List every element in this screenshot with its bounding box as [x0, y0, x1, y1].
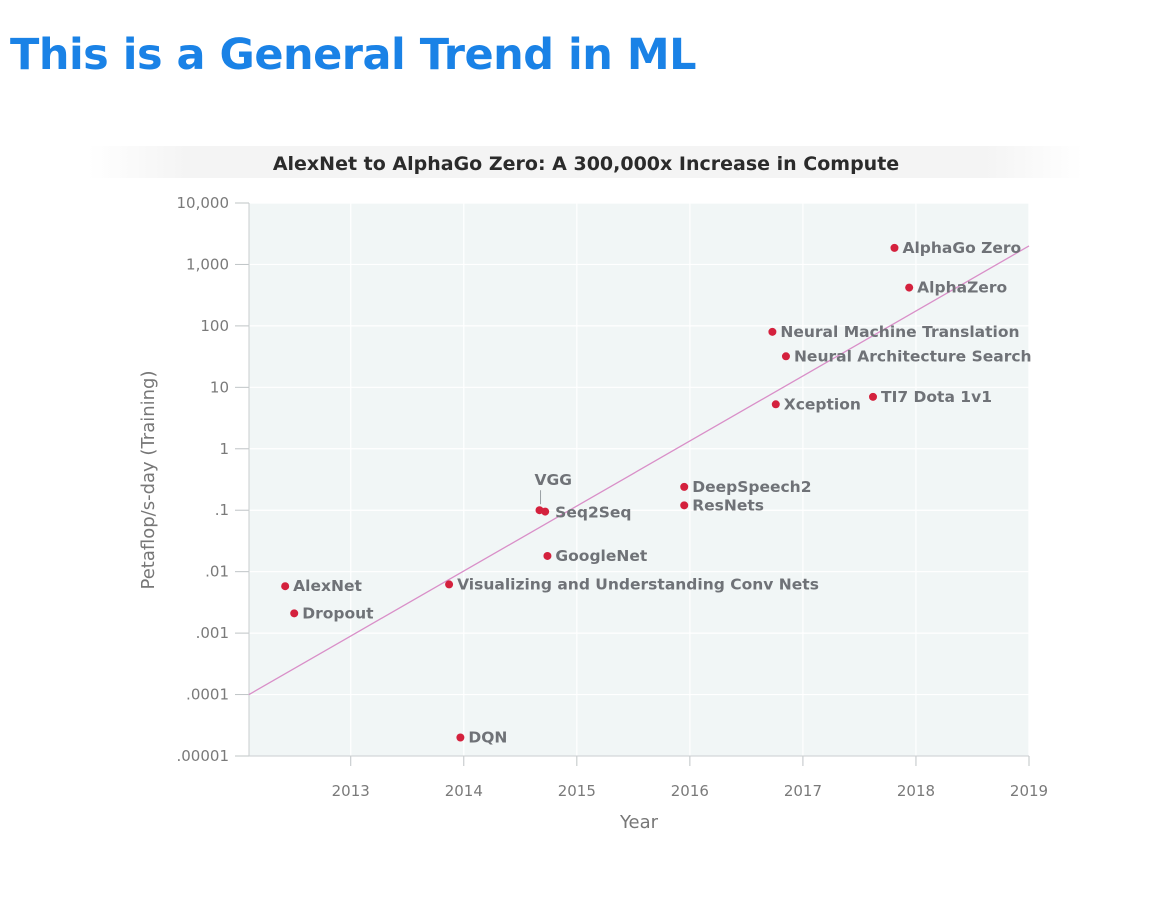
- chart-title: AlexNet to AlphaGo Zero: A 300,000x Incr…: [273, 153, 899, 175]
- x-tick-label: 2017: [784, 782, 822, 800]
- point-label: Seq2Seq: [555, 504, 631, 522]
- data-points: AlexNet Dropout DQN Visualizing and Underst…: [281, 239, 1032, 747]
- point-label: AlphaGo Zero: [902, 239, 1021, 257]
- point-label: Xception: [784, 395, 861, 413]
- data-point: [771, 400, 780, 409]
- data-point: [890, 243, 899, 252]
- data-point: [541, 507, 550, 516]
- y-tick-label: .001: [196, 624, 229, 642]
- y-tick-label: 100: [200, 317, 229, 335]
- y-tick-label: 10: [210, 378, 229, 396]
- plot-area: [249, 203, 1029, 756]
- data-point: [281, 582, 290, 591]
- point-label: Neural Machine Translation: [780, 323, 1019, 341]
- y-tick-label: .1: [215, 501, 229, 519]
- data-point: [290, 609, 299, 618]
- data-point: [905, 283, 914, 292]
- data-point: [768, 327, 777, 336]
- x-tick-label: 2019: [1010, 782, 1048, 800]
- point-label: AlphaZero: [917, 279, 1007, 297]
- x-tick-label: 2014: [445, 782, 483, 800]
- point-label: DeepSpeech2: [692, 478, 811, 496]
- data-point: [456, 733, 465, 742]
- point-label: Visualizing and Understanding Conv Nets: [457, 575, 819, 593]
- x-tick-label: 2016: [671, 782, 709, 800]
- y-tick-label: .0001: [186, 686, 229, 704]
- chart-title-band: [88, 146, 1083, 178]
- trend-line: [248, 245, 1030, 696]
- axes: [235, 202, 1030, 766]
- data-point: [680, 482, 689, 491]
- y-tick-label: 1,000: [186, 255, 229, 273]
- y-tick-label: 1: [219, 440, 229, 458]
- data-point: [869, 392, 877, 401]
- x-tick-labels: 2013 2014 2015 2016 2017 2018 2019: [332, 782, 1048, 800]
- point-label: Neural Architecture Search: [794, 347, 1032, 365]
- y-tick-label: .01: [205, 563, 229, 581]
- point-label: ResNets: [692, 496, 764, 514]
- point-label: AlexNet: [293, 577, 362, 595]
- data-point: [781, 352, 790, 361]
- y-axis-label: Petaflop/s-day (Training): [138, 371, 159, 590]
- point-label: TI7 Dota 1v1: [881, 388, 992, 406]
- y-tick-labels: 10,000 1,000 100 10 1 .1 .01 .001 .0001 .00001: [177, 194, 230, 765]
- y-tick-label: 10,000: [177, 194, 230, 212]
- x-tick-label: 2013: [332, 782, 370, 800]
- point-label: DQN: [468, 729, 507, 747]
- x-tick-label: 2018: [897, 782, 935, 800]
- x-tick-label: 2015: [558, 782, 596, 800]
- point-label: Dropout: [302, 604, 374, 622]
- point-label: GoogleNet: [555, 547, 647, 565]
- data-point: [680, 501, 689, 510]
- slide-title: This is a General Trend in ML: [10, 30, 697, 80]
- x-axis-label: Year: [619, 812, 659, 833]
- data-point: [445, 580, 454, 589]
- y-tick-label: .00001: [177, 747, 230, 765]
- point-label: VGG: [535, 471, 572, 489]
- data-point: [543, 551, 552, 560]
- gridlines: [249, 202, 1030, 757]
